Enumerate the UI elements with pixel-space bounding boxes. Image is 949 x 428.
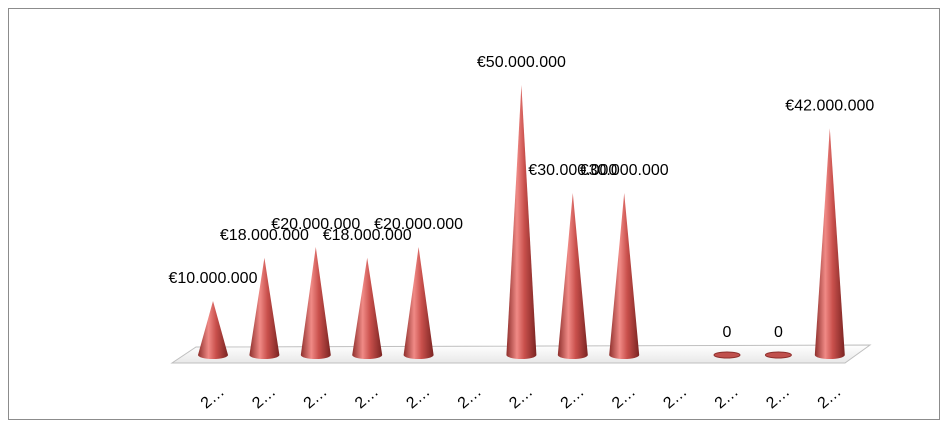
cone: [352, 257, 383, 359]
cone: [198, 301, 228, 359]
data-label: €30.000.000: [528, 162, 617, 179]
data-label: €30.000.000: [580, 162, 669, 179]
data-label: €18.000.000: [323, 227, 412, 244]
data-label: €18.000.000: [220, 227, 309, 244]
cone: [557, 193, 588, 359]
data-label: 0: [723, 324, 732, 341]
data-label: €50.000.000: [477, 54, 566, 71]
cone: [506, 85, 537, 359]
data-label: €20.000.000: [271, 216, 360, 233]
data-label: 0: [774, 324, 783, 341]
cone: [403, 247, 434, 359]
cone: [713, 351, 741, 359]
data-label: €10.000.000: [169, 270, 258, 287]
cone: [764, 351, 792, 359]
data-label: €42.000.000: [785, 97, 874, 114]
cone: [300, 247, 331, 359]
data-label: €20.000.000: [374, 216, 463, 233]
cone: [249, 257, 280, 359]
cone: [814, 128, 845, 359]
cone: [609, 193, 640, 359]
